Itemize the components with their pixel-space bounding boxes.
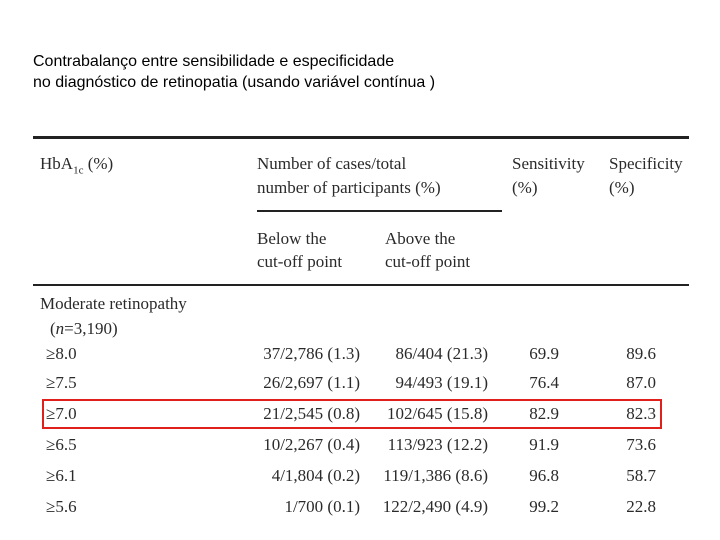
row-2-sensitivity: 76.4 xyxy=(529,373,559,392)
row-6-specificity: 22.8 xyxy=(626,497,656,516)
row-3-above: 102/645 (15.8) xyxy=(386,404,488,423)
highlight-box xyxy=(42,399,662,429)
header-below-line-2: cut-off point xyxy=(257,252,343,271)
row-2-threshold: ≥7.5 xyxy=(46,373,77,392)
row-5-below: 4/1,804 (0.2) xyxy=(271,466,360,485)
row-5-above: 119/1,386 (8.6) xyxy=(383,466,488,485)
row-1-above: 86/404 (21.3) xyxy=(395,344,488,363)
header-specificity-line-2: (%) xyxy=(609,178,635,197)
row-6-below: 1/700 (0.1) xyxy=(284,497,360,516)
row-2-above: 94/493 (19.1) xyxy=(395,373,488,392)
slide-title-line-1: Contrabalanço entre sensibilidade e espe… xyxy=(33,53,395,70)
header-group-line-2: number of participants (%) xyxy=(257,178,441,197)
row-3-sensitivity: 82.9 xyxy=(529,404,559,423)
row-4-specificity: 73.6 xyxy=(626,435,656,454)
row-3-threshold: ≥7.0 xyxy=(46,404,77,423)
row-5-specificity: 58.7 xyxy=(626,466,656,485)
header-above-line-2: cut-off point xyxy=(385,252,471,271)
row-4-above: 113/923 (12.2) xyxy=(387,435,488,454)
row-1-specificity: 89.6 xyxy=(626,344,656,363)
row-1-threshold: ≥8.0 xyxy=(46,344,77,363)
row-6-sensitivity: 99.2 xyxy=(529,497,559,516)
section-label-line-1: Moderate retinopathy xyxy=(40,294,187,313)
section-label-line-2: (n=3,190) xyxy=(50,319,118,338)
header-hba1c-unit: (%) xyxy=(83,154,114,173)
header-above-line-1: Above the xyxy=(385,229,456,248)
row-2-below: 26/2,697 (1.1) xyxy=(263,373,360,392)
header-hba1c-main: HbA xyxy=(40,154,74,173)
row-1-sensitivity: 69.9 xyxy=(529,344,559,363)
row-3-specificity: 82.3 xyxy=(626,404,656,423)
row-4-sensitivity: 91.9 xyxy=(529,435,559,454)
header-below-line-1: Below the xyxy=(257,229,327,248)
row-3-below: 21/2,545 (0.8) xyxy=(263,404,360,423)
row-4-threshold: ≥6.5 xyxy=(46,435,77,454)
header-specificity-line-1: Specificity xyxy=(609,154,683,173)
header-group-line-1: Number of cases/total xyxy=(257,154,407,173)
group-header-rule xyxy=(257,210,502,212)
row-2-specificity: 87.0 xyxy=(626,373,656,392)
header-sensitivity-line-2: (%) xyxy=(512,178,538,197)
slide-title-line-2: no diagnóstico de retinopatia (usando va… xyxy=(33,74,436,91)
row-4-below: 10/2,267 (0.4) xyxy=(263,435,360,454)
row-5-sensitivity: 96.8 xyxy=(529,466,559,485)
table-top-rule xyxy=(33,136,689,139)
slide-title: Contrabalanço entre sensibilidade e espe… xyxy=(33,51,435,93)
header-bottom-rule xyxy=(33,284,689,286)
header-hba1c-sub: 1c xyxy=(73,164,84,177)
header-sensitivity-line-1: Sensitivity xyxy=(512,154,585,173)
row-6-threshold: ≥5.6 xyxy=(46,497,77,516)
row-5-threshold: ≥6.1 xyxy=(46,466,77,485)
row-1-below: 37/2,786 (1.3) xyxy=(263,344,360,363)
header-hba1c: HbA1c (%) xyxy=(40,152,113,182)
row-6-above: 122/2,490 (4.9) xyxy=(382,497,488,516)
